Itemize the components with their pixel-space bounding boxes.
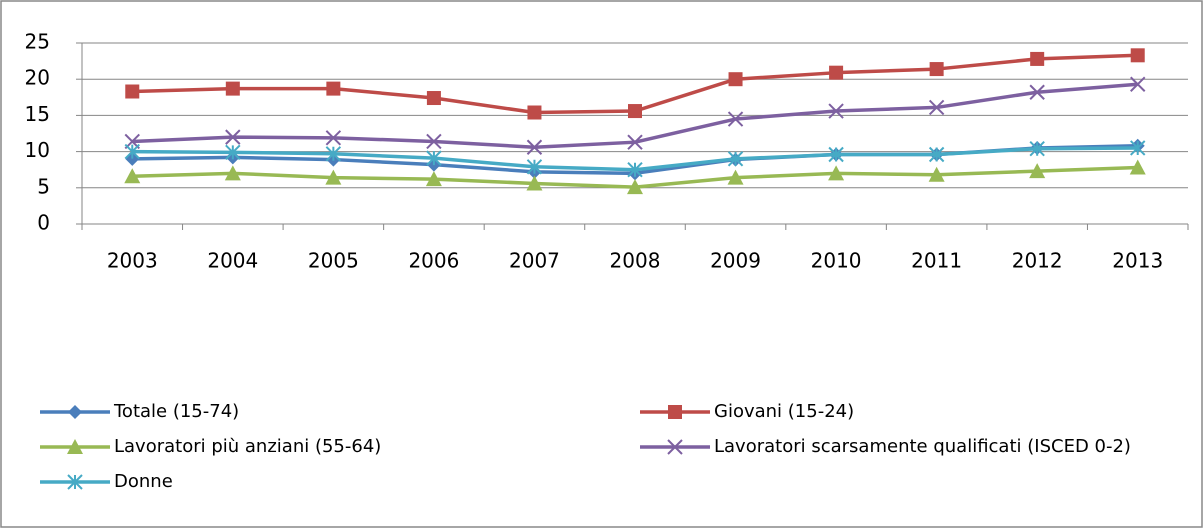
data-point bbox=[225, 81, 240, 96]
legend-label: Lavoratori più anziani (55-64) bbox=[114, 436, 381, 457]
legend-marker bbox=[667, 439, 683, 455]
x-tick-label: 2013 bbox=[1112, 249, 1163, 273]
x-tick-label: 2011 bbox=[911, 249, 962, 273]
legend-label: Donne bbox=[114, 471, 173, 492]
data-point bbox=[326, 81, 341, 96]
x-tick-label: 2003 bbox=[107, 249, 158, 273]
data-point bbox=[728, 72, 743, 87]
data-point bbox=[325, 169, 342, 185]
y-tick-label: 5 bbox=[37, 174, 50, 198]
legend-label: Lavoratori scarsamente qualificati (ISCE… bbox=[714, 436, 1131, 457]
data-point bbox=[1130, 140, 1146, 156]
data-point bbox=[1129, 159, 1146, 175]
data-point bbox=[1029, 163, 1046, 179]
data-point bbox=[928, 166, 945, 182]
legend-marker bbox=[68, 405, 82, 419]
data-point bbox=[727, 111, 744, 127]
data-point bbox=[526, 159, 543, 175]
data-point bbox=[1029, 140, 1045, 157]
data-point bbox=[426, 150, 442, 166]
data-point bbox=[828, 146, 844, 163]
data-point bbox=[627, 134, 643, 150]
data-point bbox=[627, 179, 643, 195]
data-point bbox=[828, 103, 844, 119]
legend-entry: Lavoratori scarsamente qualificati (ISCE… bbox=[640, 436, 1131, 457]
x-tick-label: 2009 bbox=[710, 249, 761, 273]
y-tick-label: 15 bbox=[25, 102, 50, 126]
data-point bbox=[1029, 84, 1045, 100]
data-point bbox=[426, 91, 441, 106]
y-tick-label: 20 bbox=[25, 66, 50, 90]
y-tick-label: 10 bbox=[25, 138, 50, 162]
data-point bbox=[124, 168, 141, 184]
x-tick-label: 2007 bbox=[509, 249, 560, 273]
x-tick-label: 2008 bbox=[610, 249, 661, 273]
data-point bbox=[929, 62, 944, 77]
data-point bbox=[325, 130, 342, 146]
y-tick-label: 25 bbox=[25, 30, 50, 54]
x-tick-label: 2010 bbox=[811, 249, 862, 273]
data-point bbox=[225, 144, 241, 161]
data-point bbox=[224, 165, 241, 181]
data-point bbox=[628, 104, 642, 119]
x-tick-label: 2005 bbox=[308, 249, 359, 273]
data-point bbox=[829, 65, 844, 80]
data-point bbox=[1130, 48, 1145, 63]
legend-label: Totale (15-74) bbox=[113, 401, 239, 422]
data-point bbox=[426, 133, 442, 150]
x-tick-label: 2006 bbox=[408, 249, 459, 273]
data-point bbox=[527, 105, 542, 120]
legend-marker bbox=[67, 474, 83, 490]
data-point bbox=[225, 129, 241, 145]
y-tick-label: 0 bbox=[37, 211, 50, 235]
legend-marker bbox=[668, 405, 682, 419]
data-point bbox=[727, 151, 744, 167]
data-point bbox=[425, 171, 442, 187]
legend-marker bbox=[67, 439, 83, 454]
x-tick-label: 2004 bbox=[207, 249, 258, 273]
data-point bbox=[325, 146, 342, 162]
data-point bbox=[1030, 51, 1045, 66]
data-point bbox=[727, 169, 744, 185]
data-point bbox=[928, 146, 945, 163]
x-tick-label: 2012 bbox=[1012, 249, 1063, 273]
data-point bbox=[627, 161, 643, 178]
data-point bbox=[526, 139, 543, 155]
data-point bbox=[928, 99, 945, 116]
data-point bbox=[526, 175, 543, 191]
legend-label: Giovani (15-24) bbox=[714, 401, 854, 422]
data-point bbox=[828, 165, 845, 181]
data-point bbox=[125, 84, 140, 99]
data-point bbox=[1130, 76, 1146, 92]
data-point bbox=[124, 143, 140, 160]
